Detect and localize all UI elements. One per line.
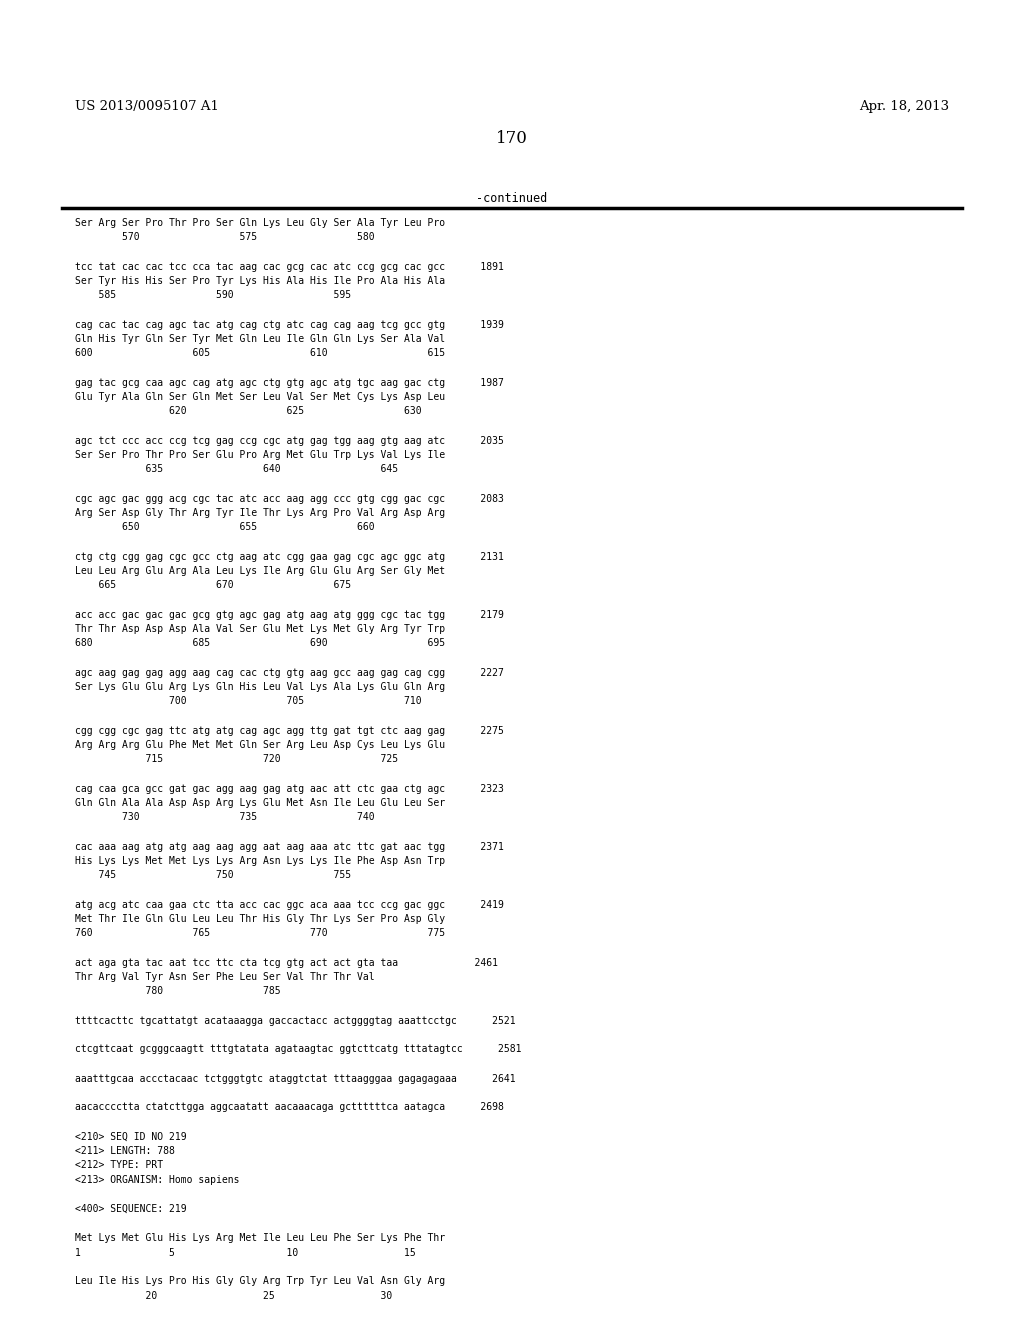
- Text: gag tac gcg caa agc cag atg agc ctg gtg agc atg tgc aag gac ctg      1987: gag tac gcg caa agc cag atg agc ctg gtg …: [75, 378, 504, 388]
- Text: Gln Gln Ala Ala Asp Asp Arg Lys Glu Met Asn Ile Leu Glu Leu Ser: Gln Gln Ala Ala Asp Asp Arg Lys Glu Met …: [75, 799, 445, 808]
- Text: cgc agc gac ggg acg cgc tac atc acc aag agg ccc gtg cgg gac cgc      2083: cgc agc gac ggg acg cgc tac atc acc aag …: [75, 494, 504, 503]
- Text: cag caa gca gcc gat gac agg aag gag atg aac att ctc gaa ctg agc      2323: cag caa gca gcc gat gac agg aag gag atg …: [75, 784, 504, 793]
- Text: acc acc gac gac gac gcg gtg agc gag atg aag atg ggg cgc tac tgg      2179: acc acc gac gac gac gcg gtg agc gag atg …: [75, 610, 504, 619]
- Text: 620                 625                 630: 620 625 630: [75, 407, 422, 417]
- Text: 680                 685                 690                 695: 680 685 690 695: [75, 639, 445, 648]
- Text: -continued: -continued: [476, 191, 548, 205]
- Text: 780                 785: 780 785: [75, 986, 281, 997]
- Text: <212> TYPE: PRT: <212> TYPE: PRT: [75, 1160, 163, 1171]
- Text: Ser Lys Glu Glu Arg Lys Gln His Leu Val Lys Ala Lys Glu Gln Arg: Ser Lys Glu Glu Arg Lys Gln His Leu Val …: [75, 682, 445, 692]
- Text: 170: 170: [496, 129, 528, 147]
- Text: agc tct ccc acc ccg tcg gag ccg cgc atg gag tgg aag gtg aag atc      2035: agc tct ccc acc ccg tcg gag ccg cgc atg …: [75, 436, 504, 446]
- Text: 700                 705                 710: 700 705 710: [75, 697, 422, 706]
- Text: act aga gta tac aat tcc ttc cta tcg gtg act act gta taa             2461: act aga gta tac aat tcc ttc cta tcg gtg …: [75, 957, 498, 968]
- Text: cgg cgg cgc gag ttc atg atg cag agc agg ttg gat tgt ctc aag gag      2275: cgg cgg cgc gag ttc atg atg cag agc agg …: [75, 726, 504, 735]
- Text: <210> SEQ ID NO 219: <210> SEQ ID NO 219: [75, 1131, 186, 1142]
- Text: Apr. 18, 2013: Apr. 18, 2013: [859, 100, 949, 114]
- Text: atg acg atc caa gaa ctc tta acc cac ggc aca aaa tcc ccg gac ggc      2419: atg acg atc caa gaa ctc tta acc cac ggc …: [75, 899, 504, 909]
- Text: 745                 750                 755: 745 750 755: [75, 870, 351, 880]
- Text: Ser Tyr His His Ser Pro Tyr Lys His Ala His Ile Pro Ala His Ala: Ser Tyr His His Ser Pro Tyr Lys His Ala …: [75, 276, 445, 286]
- Text: Ser Ser Pro Thr Pro Ser Glu Pro Arg Met Glu Trp Lys Val Lys Ile: Ser Ser Pro Thr Pro Ser Glu Pro Arg Met …: [75, 450, 445, 459]
- Text: <400> SEQUENCE: 219: <400> SEQUENCE: 219: [75, 1204, 186, 1214]
- Text: 730                 735                 740: 730 735 740: [75, 813, 375, 822]
- Text: 635                 640                 645: 635 640 645: [75, 465, 398, 474]
- Text: 585                 590                 595: 585 590 595: [75, 290, 351, 301]
- Text: Met Lys Met Glu His Lys Arg Met Ile Leu Leu Phe Ser Lys Phe Thr: Met Lys Met Glu His Lys Arg Met Ile Leu …: [75, 1233, 445, 1243]
- Text: Glu Tyr Ala Gln Ser Gln Met Ser Leu Val Ser Met Cys Lys Asp Leu: Glu Tyr Ala Gln Ser Gln Met Ser Leu Val …: [75, 392, 445, 403]
- Text: Leu Leu Arg Glu Arg Ala Leu Lys Ile Arg Glu Glu Arg Ser Gly Met: Leu Leu Arg Glu Arg Ala Leu Lys Ile Arg …: [75, 566, 445, 576]
- Text: Gln His Tyr Gln Ser Tyr Met Gln Leu Ile Gln Gln Lys Ser Ala Val: Gln His Tyr Gln Ser Tyr Met Gln Leu Ile …: [75, 334, 445, 345]
- Text: <211> LENGTH: 788: <211> LENGTH: 788: [75, 1146, 175, 1156]
- Text: ttttcacttc tgcattatgt acataaagga gaccactacc actggggtag aaattcctgc      2521: ttttcacttc tgcattatgt acataaagga gaccact…: [75, 1015, 516, 1026]
- Text: 760                 765                 770                 775: 760 765 770 775: [75, 928, 445, 939]
- Text: Thr Arg Val Tyr Asn Ser Phe Leu Ser Val Thr Thr Val: Thr Arg Val Tyr Asn Ser Phe Leu Ser Val …: [75, 972, 375, 982]
- Text: tcc tat cac cac tcc cca tac aag cac gcg cac atc ccg gcg cac gcc      1891: tcc tat cac cac tcc cca tac aag cac gcg …: [75, 261, 504, 272]
- Text: Met Thr Ile Gln Glu Leu Leu Thr His Gly Thr Lys Ser Pro Asp Gly: Met Thr Ile Gln Glu Leu Leu Thr His Gly …: [75, 913, 445, 924]
- Text: 650                 655                 660: 650 655 660: [75, 523, 375, 532]
- Text: Arg Arg Arg Glu Phe Met Met Gln Ser Arg Leu Asp Cys Leu Lys Glu: Arg Arg Arg Glu Phe Met Met Gln Ser Arg …: [75, 741, 445, 750]
- Text: 1               5                   10                  15: 1 5 10 15: [75, 1247, 416, 1258]
- Text: Leu Ile His Lys Pro His Gly Gly Arg Trp Tyr Leu Val Asn Gly Arg: Leu Ile His Lys Pro His Gly Gly Arg Trp …: [75, 1276, 445, 1287]
- Text: cac aaa aag atg atg aag aag agg aat aag aaa atc ttc gat aac tgg      2371: cac aaa aag atg atg aag aag agg aat aag …: [75, 842, 504, 851]
- Text: ctg ctg cgg gag cgc gcc ctg aag atc cgg gaa gag cgc agc ggc atg      2131: ctg ctg cgg gag cgc gcc ctg aag atc cgg …: [75, 552, 504, 561]
- Text: ctcgttcaat gcgggcaagtt tttgtatata agataagtac ggtcttcatg tttatagtcc      2581: ctcgttcaat gcgggcaagtt tttgtatata agataa…: [75, 1044, 521, 1055]
- Text: Thr Thr Asp Asp Asp Ala Val Ser Glu Met Lys Met Gly Arg Tyr Trp: Thr Thr Asp Asp Asp Ala Val Ser Glu Met …: [75, 624, 445, 634]
- Text: 715                 720                 725: 715 720 725: [75, 755, 398, 764]
- Text: US 2013/0095107 A1: US 2013/0095107 A1: [75, 100, 219, 114]
- Text: His Lys Lys Met Met Lys Lys Arg Asn Lys Lys Ile Phe Asp Asn Trp: His Lys Lys Met Met Lys Lys Arg Asn Lys …: [75, 855, 445, 866]
- Text: cag cac tac cag agc tac atg cag ctg atc cag cag aag tcg gcc gtg      1939: cag cac tac cag agc tac atg cag ctg atc …: [75, 319, 504, 330]
- Text: Ser Arg Ser Pro Thr Pro Ser Gln Lys Leu Gly Ser Ala Tyr Leu Pro: Ser Arg Ser Pro Thr Pro Ser Gln Lys Leu …: [75, 218, 445, 228]
- Text: aaatttgcaa accctacaac tctgggtgtc ataggtctat tttaagggaa gagagagaaa      2641: aaatttgcaa accctacaac tctgggtgtc ataggtc…: [75, 1073, 516, 1084]
- Text: 665                 670                 675: 665 670 675: [75, 581, 351, 590]
- Text: 570                 575                 580: 570 575 580: [75, 232, 375, 243]
- Text: <213> ORGANISM: Homo sapiens: <213> ORGANISM: Homo sapiens: [75, 1175, 240, 1185]
- Text: 600                 605                 610                 615: 600 605 610 615: [75, 348, 445, 359]
- Text: 20                  25                  30: 20 25 30: [75, 1291, 392, 1302]
- Text: aacacccctta ctatcttgga aggcaatatt aacaaacaga gcttttttca aatagca      2698: aacacccctta ctatcttgga aggcaatatt aacaaa…: [75, 1102, 504, 1113]
- Text: agc aag gag gag agg aag cag cac ctg gtg aag gcc aag gag cag cgg      2227: agc aag gag gag agg aag cag cac ctg gtg …: [75, 668, 504, 677]
- Text: Arg Ser Asp Gly Thr Arg Tyr Ile Thr Lys Arg Pro Val Arg Asp Arg: Arg Ser Asp Gly Thr Arg Tyr Ile Thr Lys …: [75, 508, 445, 517]
